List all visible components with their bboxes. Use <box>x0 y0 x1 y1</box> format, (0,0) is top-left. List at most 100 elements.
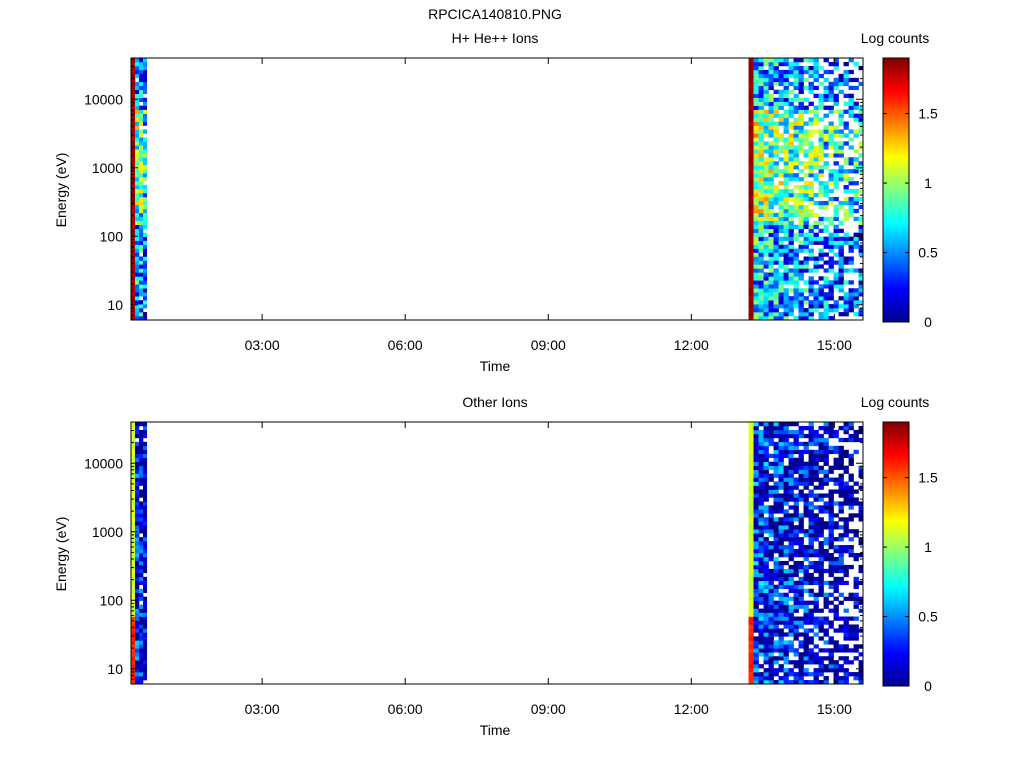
heatmap-cell <box>853 117 859 122</box>
heatmap-cell <box>763 280 769 285</box>
heatmap-cell <box>139 292 144 297</box>
heatmap-cell <box>793 513 799 518</box>
heatmap-cell <box>753 97 759 102</box>
heatmap-cell <box>131 437 136 443</box>
heatmap-cell <box>818 656 824 661</box>
heatmap-cell <box>828 497 834 502</box>
heatmap-cell <box>793 145 799 150</box>
heatmap-cell <box>808 173 814 178</box>
heatmap-cell <box>858 236 864 241</box>
heatmap-cell <box>853 232 859 237</box>
heatmap-cell <box>823 97 829 102</box>
heatmap-cell <box>758 236 764 241</box>
heatmap-cell <box>808 481 814 486</box>
heatmap-cell <box>143 276 148 281</box>
heatmap-cell <box>843 672 849 677</box>
heatmap-cell <box>135 660 140 665</box>
heatmap-cell <box>135 216 140 222</box>
heatmap-cell <box>788 73 794 79</box>
heatmap-cell <box>808 200 814 206</box>
heatmap-cell <box>803 612 809 617</box>
heatmap-cell <box>763 485 769 490</box>
heatmap-cell <box>798 680 804 685</box>
heatmap-cell <box>828 141 834 146</box>
heatmap-cell <box>748 473 754 478</box>
heatmap-cell <box>843 304 849 309</box>
heatmap-cell <box>838 256 844 261</box>
heatmap-cell <box>139 644 144 649</box>
heatmap-cell <box>768 584 774 590</box>
heatmap-cell <box>853 489 859 494</box>
heatmap-cell <box>813 69 819 75</box>
heatmap-cell <box>833 556 839 562</box>
heatmap-cell <box>848 485 854 490</box>
heatmap-cell <box>753 73 759 79</box>
heatmap-cell <box>758 69 764 75</box>
heatmap-cell <box>768 244 774 249</box>
heatmap-cell <box>808 153 814 158</box>
heatmap-cell <box>813 493 819 498</box>
heatmap-cell <box>833 445 839 451</box>
heatmap-cell <box>768 212 774 218</box>
heatmap-cell <box>798 125 804 130</box>
heatmap-cell <box>823 437 829 443</box>
heatmap-cell <box>848 529 854 534</box>
heatmap-cell <box>793 296 799 301</box>
heatmap-cell <box>803 465 809 470</box>
heatmap-cell <box>783 584 789 590</box>
heatmap-cell <box>803 441 809 447</box>
heatmap-cell <box>808 284 814 289</box>
heatmap-cell <box>763 288 769 293</box>
heatmap-cell <box>798 592 804 597</box>
heatmap-cell <box>783 433 789 439</box>
heatmap-cell <box>768 268 774 273</box>
heatmap-cell <box>793 125 799 130</box>
heatmap-cell <box>763 101 769 106</box>
heatmap-cell <box>828 216 834 222</box>
heatmap-cell <box>778 497 784 502</box>
heatmap-cell <box>131 596 136 601</box>
heatmap-cell <box>788 481 794 486</box>
heatmap-cell <box>803 173 809 178</box>
heatmap-cell <box>838 624 844 629</box>
heatmap-cell <box>788 177 794 182</box>
heatmap-cell <box>758 181 764 186</box>
heatmap-cell <box>753 529 759 534</box>
heatmap-cell <box>758 117 764 122</box>
heatmap-cell <box>803 545 809 550</box>
heatmap-cell <box>143 568 148 574</box>
y-axis-label: Energy (eV) <box>53 153 69 228</box>
heatmap-cell <box>763 560 769 566</box>
colorbar-tick-label: 1 <box>924 539 932 555</box>
heatmap-cell <box>833 85 839 91</box>
heatmap-cell <box>838 668 844 673</box>
heatmap-cell <box>753 668 759 673</box>
heatmap-cell <box>853 429 859 435</box>
heatmap-cell <box>773 256 779 261</box>
heatmap-cell <box>788 505 794 510</box>
heatmap-cell <box>778 216 784 222</box>
heatmap-cell <box>813 109 819 114</box>
heatmap-cell <box>758 648 764 653</box>
heatmap-cell <box>793 260 799 265</box>
heatmap-cell <box>808 652 814 657</box>
heatmap-cell <box>858 153 864 158</box>
heatmap-cell <box>828 608 834 613</box>
heatmap-cell <box>748 196 754 202</box>
heatmap-cell <box>143 485 148 490</box>
heatmap-cell <box>803 69 809 75</box>
heatmap-cell <box>798 296 804 301</box>
heatmap-cell <box>828 256 834 261</box>
heatmap-cell <box>135 564 140 570</box>
heatmap-cell <box>763 652 769 657</box>
heatmap-cell <box>833 560 839 566</box>
heatmap-cell <box>763 457 769 462</box>
heatmap-cell <box>798 316 804 321</box>
heatmap-cell <box>131 525 136 530</box>
heatmap-cell <box>758 73 764 79</box>
heatmap-cell <box>803 449 809 455</box>
heatmap-cell <box>783 292 789 297</box>
heatmap-cell <box>848 97 854 102</box>
heatmap-cell <box>833 308 839 313</box>
heatmap-cell <box>793 177 799 182</box>
